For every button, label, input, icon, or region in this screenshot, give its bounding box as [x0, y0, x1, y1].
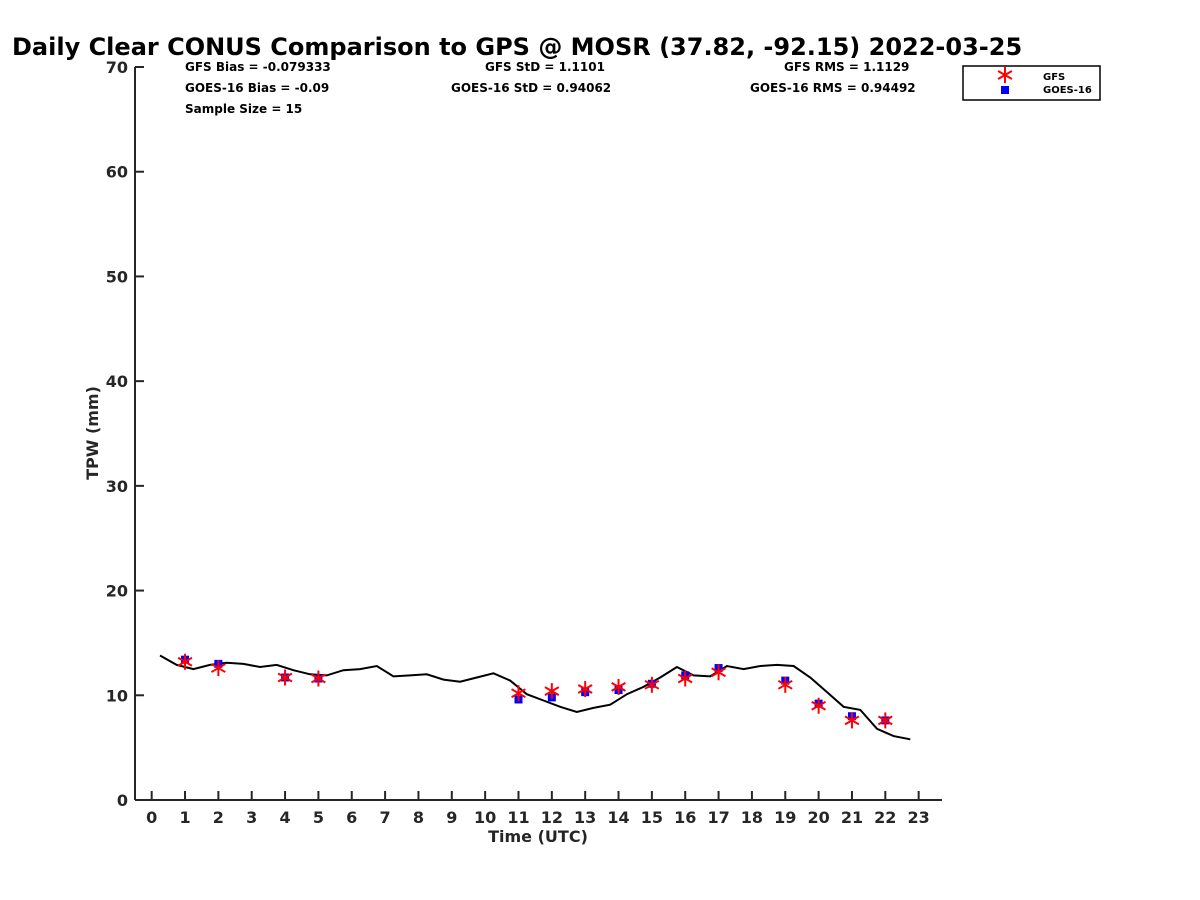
x-tick-label: 12 [541, 808, 563, 827]
gfs-bias-stat: GFS Bias = -0.079333 [185, 60, 331, 74]
x-tick-label: 19 [774, 808, 796, 827]
sample-size-stat: Sample Size = 15 [185, 102, 302, 116]
legend-gfs-marker [997, 67, 1013, 83]
gfs-std-stat: GFS StD = 1.1101 [485, 60, 605, 74]
x-tick-label: 8 [413, 808, 424, 827]
gfs-point [177, 653, 193, 670]
x-tick-label: 17 [707, 808, 729, 827]
goes-rms-stat: GOES-16 RMS = 0.94492 [750, 81, 916, 95]
gfs-point [544, 683, 560, 700]
gfs-point [711, 664, 727, 681]
x-tick-label: 21 [841, 808, 863, 827]
gfs-point [511, 685, 526, 702]
x-tick-label: 20 [807, 808, 829, 827]
legend-goes-label: GOES-16 [1043, 85, 1092, 96]
goes-std-stat: GOES-16 StD = 0.94062 [451, 81, 611, 95]
x-tick-label: 11 [507, 808, 529, 827]
chart-title: Daily Clear CONUS Comparison to GPS @ MO… [12, 33, 1022, 61]
legend-gfs-label: GFS [1043, 72, 1065, 83]
x-tick-label: 3 [246, 808, 257, 827]
x-tick-label: 23 [908, 808, 930, 827]
x-tick-label: 22 [874, 808, 896, 827]
gfs-point [611, 678, 626, 695]
gfs-point [677, 670, 693, 687]
gfs-point [210, 660, 226, 677]
gfs-point [877, 712, 893, 729]
x-tick-label: 18 [741, 808, 763, 827]
x-tick-label: 15 [641, 808, 663, 827]
x-tick-label: 9 [446, 808, 457, 827]
y-tick-label: 70 [106, 58, 128, 77]
y-tick-label: 40 [106, 372, 128, 391]
gfs-point [277, 669, 293, 686]
gfs-point [844, 712, 860, 729]
y-tick-label: 30 [106, 477, 128, 496]
gfs-point [310, 670, 326, 687]
x-axis-label: Time (UTC) [488, 827, 588, 846]
x-ticks: 0 1 2 3 4 5 6 7 8 9 10 11 12 13 14 15 16 17 18 19 20 21 22 23 [146, 791, 930, 827]
y-tick-label: 50 [106, 267, 128, 286]
legend-gfs-star [997, 67, 1013, 83]
gps-line-series [159, 654, 911, 741]
x-tick-label: 10 [474, 808, 496, 827]
x-tick-label: 13 [574, 808, 596, 827]
gfs-point [644, 676, 660, 693]
y-tick-label: 0 [117, 791, 128, 810]
legend-goes-marker [1001, 86, 1009, 94]
y-tick-label: 60 [106, 163, 128, 182]
legend-box [962, 65, 1101, 101]
y-ticks: 0 10 20 30 40 50 60 70 [106, 58, 144, 810]
y-tick-label: 20 [106, 582, 128, 601]
x-tick-label: 7 [380, 808, 391, 827]
gfs-point [577, 681, 593, 698]
gps-line [159, 654, 911, 741]
x-tick-label: 6 [346, 808, 357, 827]
x-tick-label: 1 [179, 808, 190, 827]
x-tick-label: 16 [674, 808, 696, 827]
gfs-series [177, 653, 893, 729]
x-tick-label: 5 [313, 808, 324, 827]
x-tick-label: 4 [279, 808, 290, 827]
y-tick-label: 10 [106, 686, 128, 705]
gfs-point [777, 676, 793, 693]
goes-bias-stat: GOES-16 Bias = -0.09 [185, 81, 329, 95]
x-tick-label: 2 [213, 808, 224, 827]
gfs-rms-stat: GFS RMS = 1.1129 [784, 60, 909, 74]
x-tick-label: 14 [607, 808, 629, 827]
gfs-point [811, 697, 827, 714]
x-tick-label: 0 [146, 808, 157, 827]
y-axis-label: TPW (mm) [83, 386, 102, 480]
legend: GFS GOES-16 [962, 65, 1101, 101]
